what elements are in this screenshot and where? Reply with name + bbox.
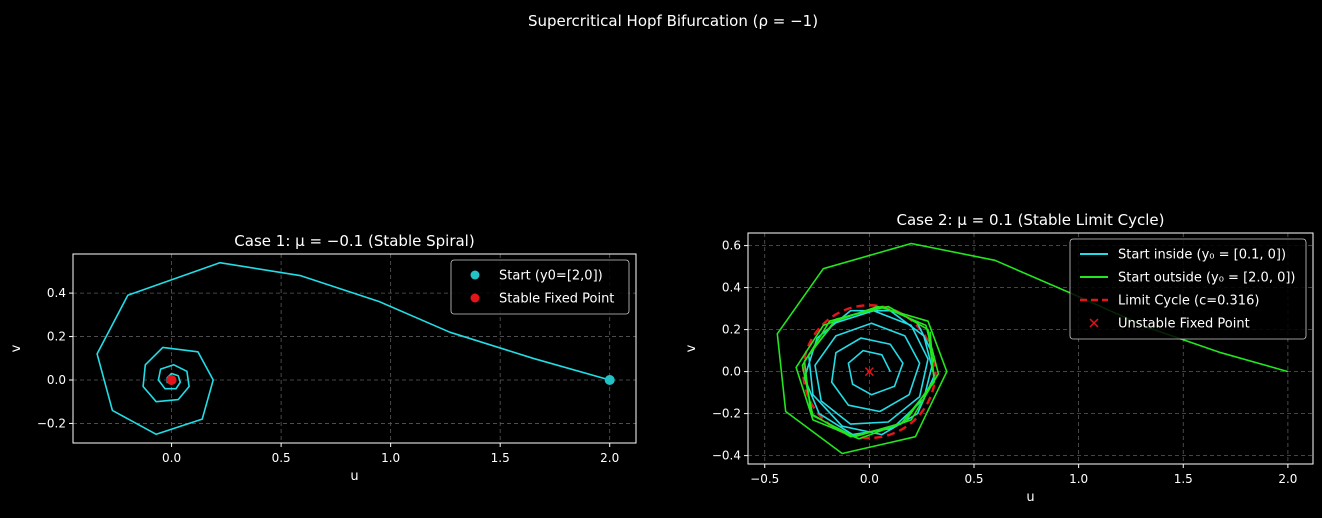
x-tick-label: −0.5 xyxy=(750,472,779,486)
figure-title: Supercritical Hopf Bifurcation (ρ = −1) xyxy=(528,12,818,30)
x-axis-label: u xyxy=(350,469,358,484)
x-tick-label: 1.5 xyxy=(491,451,510,465)
legend-label: Start outside (y₀ = [2.0, 0]) xyxy=(1118,271,1296,286)
x-tick-label: 0.0 xyxy=(162,451,181,465)
legend: Start (y0=[2,0]) Stable Fixed Point xyxy=(450,259,630,315)
y-axis-label: v xyxy=(684,344,699,352)
x-tick-label: 0.5 xyxy=(964,472,983,486)
y-tick-label: 0.0 xyxy=(722,365,741,379)
chart-case1: 0.0 0.5 1.0 1.5 2.0 −0.2 0.0 0.2 0.4 u v Case 1: μ … xyxy=(9,232,637,484)
x-axis-label: u xyxy=(1026,490,1034,505)
legend-item: Limit Cycle (c=0.316) xyxy=(1080,294,1259,309)
marker-stable-fixed-point xyxy=(166,375,177,385)
x-tick-label: 1.0 xyxy=(381,451,400,465)
legend-swatch xyxy=(470,270,480,280)
legend-item: Stable Fixed Point xyxy=(470,292,614,307)
legend-swatch xyxy=(470,293,480,303)
legend-item: Start inside (y₀ = [0.1, 0]) xyxy=(1080,248,1286,263)
chart-title: Case 1: μ = −0.1 (Stable Spiral) xyxy=(234,232,474,250)
legend-item: Unstable Fixed Point xyxy=(1089,317,1250,332)
legend: Start inside (y₀ = [0.1, 0]) Start outsid… xyxy=(1069,238,1307,340)
y-tick-label: −0.2 xyxy=(37,416,66,430)
legend-label: Stable Fixed Point xyxy=(499,292,614,307)
y-tick-label: 0.2 xyxy=(722,323,741,337)
legend-label: Unstable Fixed Point xyxy=(1118,317,1250,332)
y-tick-label: 0.4 xyxy=(47,286,66,300)
x-tick-label: 1.5 xyxy=(1174,472,1193,486)
x-tick-label: 2.0 xyxy=(1278,472,1297,486)
x-stroke xyxy=(864,367,874,377)
legend-label: Start inside (y₀ = [0.1, 0]) xyxy=(1118,248,1286,263)
x-tick-label: 2.0 xyxy=(600,451,619,465)
legend-item: Start (y0=[2,0]) xyxy=(470,269,603,284)
series-line-2 xyxy=(776,242,1289,455)
y-tick-label: 0.6 xyxy=(722,239,741,253)
marker-start-y0-2-0 xyxy=(604,375,615,385)
grid xyxy=(748,233,1313,464)
x-tick-label: 1.0 xyxy=(1069,472,1088,486)
y-axis-label: v xyxy=(9,344,24,352)
x-tick-label: 0.5 xyxy=(272,451,291,465)
axes-frame xyxy=(747,232,1314,465)
legend-box xyxy=(1069,238,1307,340)
legend-label: Start (y0=[2,0]) xyxy=(499,269,603,284)
y-tick-label: 0.0 xyxy=(47,373,66,387)
axes-frame xyxy=(72,253,637,444)
legend-item: Start outside (y₀ = [2.0, 0]) xyxy=(1080,271,1296,286)
y-tick-label: 0.2 xyxy=(47,330,66,344)
plot-area xyxy=(96,261,615,436)
legend-label: Limit Cycle (c=0.316) xyxy=(1118,294,1259,309)
chart-title: Case 2: μ = 0.1 (Stable Limit Cycle) xyxy=(896,211,1164,229)
marker-unstable-fixed-point xyxy=(864,367,874,377)
series-line-1 xyxy=(96,261,610,436)
chart-case2: −0.5 0.0 0.5 1.0 1.5 2.0 −0.4 −0.2 0.0 0.2 0.4 0.6 u… xyxy=(684,211,1314,505)
y-tick-label: −0.2 xyxy=(712,407,741,421)
plot-area xyxy=(776,242,1289,455)
y-tick-label: −0.4 xyxy=(712,449,741,463)
y-tick-label: 0.4 xyxy=(722,281,741,295)
x-tick-label: 0.0 xyxy=(860,472,879,486)
legend-swatch xyxy=(1089,318,1099,328)
legend-box xyxy=(450,259,630,315)
